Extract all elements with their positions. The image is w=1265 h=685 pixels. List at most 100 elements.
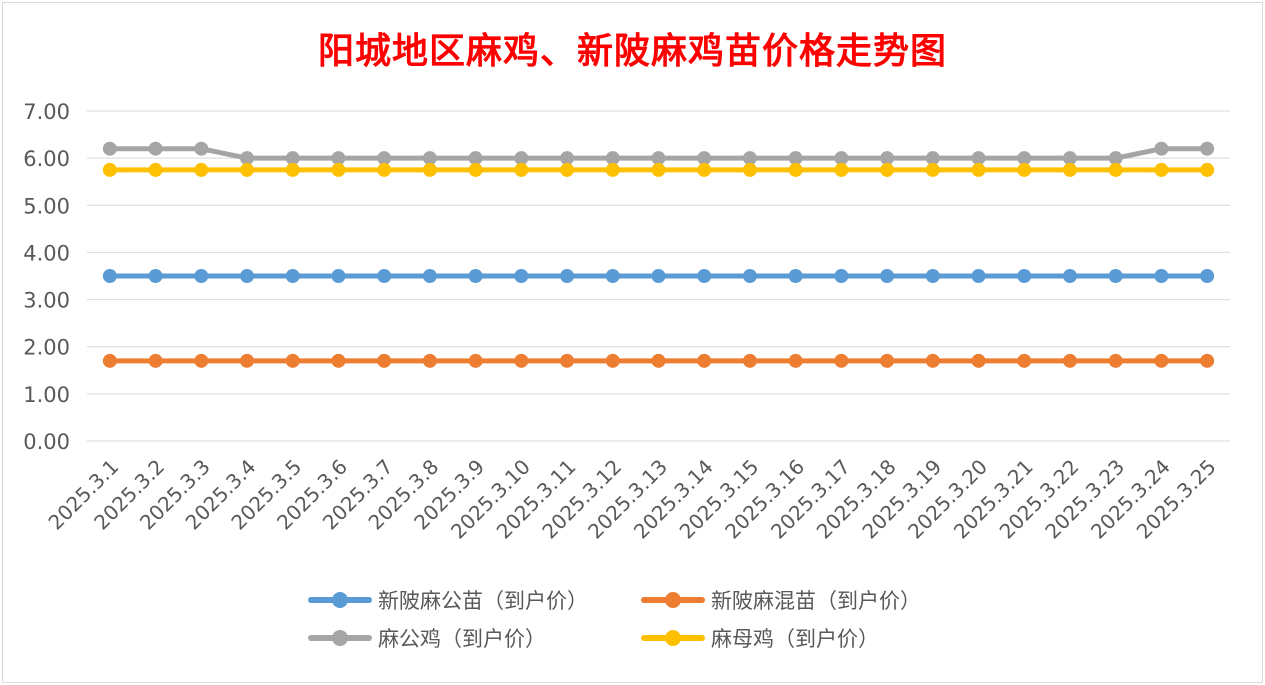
data-point-series-3 <box>880 151 895 166</box>
data-point-series-2 <box>651 353 666 368</box>
data-point-series-4 <box>102 162 117 177</box>
legend-label-series-4: 麻母鸡（到户价） <box>711 627 879 651</box>
data-point-series-1 <box>971 269 986 283</box>
data-point-series-4 <box>880 162 895 177</box>
data-point-series-3 <box>925 151 940 166</box>
data-point-series-1 <box>1062 269 1077 283</box>
data-point-series-3 <box>468 151 483 166</box>
data-point-series-1 <box>468 269 483 283</box>
data-point-series-4 <box>1200 162 1215 177</box>
data-point-series-3 <box>605 151 620 166</box>
data-point-series-3 <box>742 151 757 166</box>
data-point-series-1 <box>422 269 437 283</box>
data-point-series-2 <box>514 353 529 368</box>
data-point-series-1 <box>194 269 209 283</box>
data-point-series-3 <box>377 151 392 166</box>
data-point-series-2 <box>742 353 757 368</box>
data-point-series-3 <box>514 151 529 166</box>
data-point-series-2 <box>194 353 209 368</box>
legend-label-series-3: 麻公鸡（到户价） <box>378 627 546 651</box>
data-point-series-2 <box>605 353 620 368</box>
data-point-series-4 <box>697 162 712 177</box>
chart-title: 阳城地区麻鸡、新陂麻鸡苗价格走势图 <box>317 30 947 72</box>
data-point-series-1 <box>697 269 712 283</box>
data-point-series-3 <box>834 151 849 166</box>
y-tick-label: 4.00 <box>23 241 70 265</box>
data-point-series-2 <box>148 353 163 368</box>
data-point-series-4 <box>285 162 300 177</box>
data-point-series-3 <box>1017 151 1032 166</box>
data-point-series-3 <box>148 141 163 156</box>
legend-label-series-2: 新陂麻混苗（到户价） <box>711 589 921 613</box>
data-point-series-3 <box>971 151 986 166</box>
data-point-series-4 <box>605 162 620 177</box>
data-point-series-1 <box>1017 269 1032 283</box>
data-point-series-2 <box>925 353 940 368</box>
data-point-series-1 <box>834 269 849 283</box>
legend-item-series-3: 麻公鸡（到户价） <box>308 622 641 654</box>
data-point-series-1 <box>331 269 346 283</box>
y-tick-label: 5.00 <box>23 194 70 218</box>
data-point-series-1 <box>102 269 117 283</box>
legend: 新陂麻公苗（到户价） 新陂麻混苗（到户价） 麻公鸡（到户价） 麻母鸡（到户价） <box>308 584 941 654</box>
data-point-series-2 <box>102 353 117 368</box>
data-point-series-1 <box>240 269 255 283</box>
data-point-series-2 <box>1200 353 1215 368</box>
data-point-series-4 <box>377 162 392 177</box>
legend-swatch-series-2 <box>641 590 705 610</box>
data-point-series-4 <box>1017 162 1032 177</box>
data-point-series-3 <box>102 141 117 156</box>
data-point-series-3 <box>651 151 666 166</box>
data-point-series-2 <box>788 353 803 368</box>
data-point-series-4 <box>514 162 529 177</box>
data-point-series-2 <box>468 353 483 368</box>
data-point-series-2 <box>331 353 346 368</box>
data-point-series-2 <box>971 353 986 368</box>
data-point-series-4 <box>240 162 255 177</box>
data-point-series-3 <box>1108 151 1123 166</box>
data-point-series-1 <box>148 269 163 283</box>
data-point-series-4 <box>1154 162 1169 177</box>
data-point-series-1 <box>1108 269 1123 283</box>
data-point-series-3 <box>240 151 255 166</box>
data-point-series-3 <box>422 151 437 166</box>
data-point-series-3 <box>1154 141 1169 156</box>
data-point-series-4 <box>422 162 437 177</box>
y-tick-label: 7.00 <box>23 100 70 124</box>
data-point-series-4 <box>925 162 940 177</box>
data-point-series-2 <box>880 353 895 368</box>
legend-item-series-4: 麻母鸡（到户价） <box>641 622 941 654</box>
data-point-series-1 <box>1154 269 1169 283</box>
data-point-series-1 <box>880 269 895 283</box>
data-point-series-4 <box>560 162 575 177</box>
data-point-series-1 <box>1200 269 1215 283</box>
data-point-series-1 <box>285 269 300 283</box>
data-point-series-1 <box>377 269 392 283</box>
legend-swatch-series-1 <box>308 590 372 610</box>
data-point-series-1 <box>514 269 529 283</box>
data-point-series-4 <box>1062 162 1077 177</box>
data-point-series-1 <box>925 269 940 283</box>
data-point-series-4 <box>834 162 849 177</box>
data-point-series-2 <box>377 353 392 368</box>
data-point-series-4 <box>194 162 209 177</box>
data-point-series-3 <box>697 151 712 166</box>
data-point-series-4 <box>331 162 346 177</box>
data-point-series-2 <box>240 353 255 368</box>
data-point-series-3 <box>194 141 209 156</box>
data-point-series-4 <box>788 162 803 177</box>
data-point-series-1 <box>605 269 620 283</box>
data-point-series-2 <box>834 353 849 368</box>
data-point-series-4 <box>651 162 666 177</box>
y-tick-label: 0.00 <box>23 430 70 454</box>
data-point-series-1 <box>788 269 803 283</box>
data-point-series-3 <box>331 151 346 166</box>
y-tick-label: 1.00 <box>23 383 70 407</box>
data-point-series-4 <box>468 162 483 177</box>
data-point-series-4 <box>742 162 757 177</box>
legend-item-series-2: 新陂麻混苗（到户价） <box>641 584 941 616</box>
data-point-series-1 <box>651 269 666 283</box>
data-point-series-3 <box>560 151 575 166</box>
